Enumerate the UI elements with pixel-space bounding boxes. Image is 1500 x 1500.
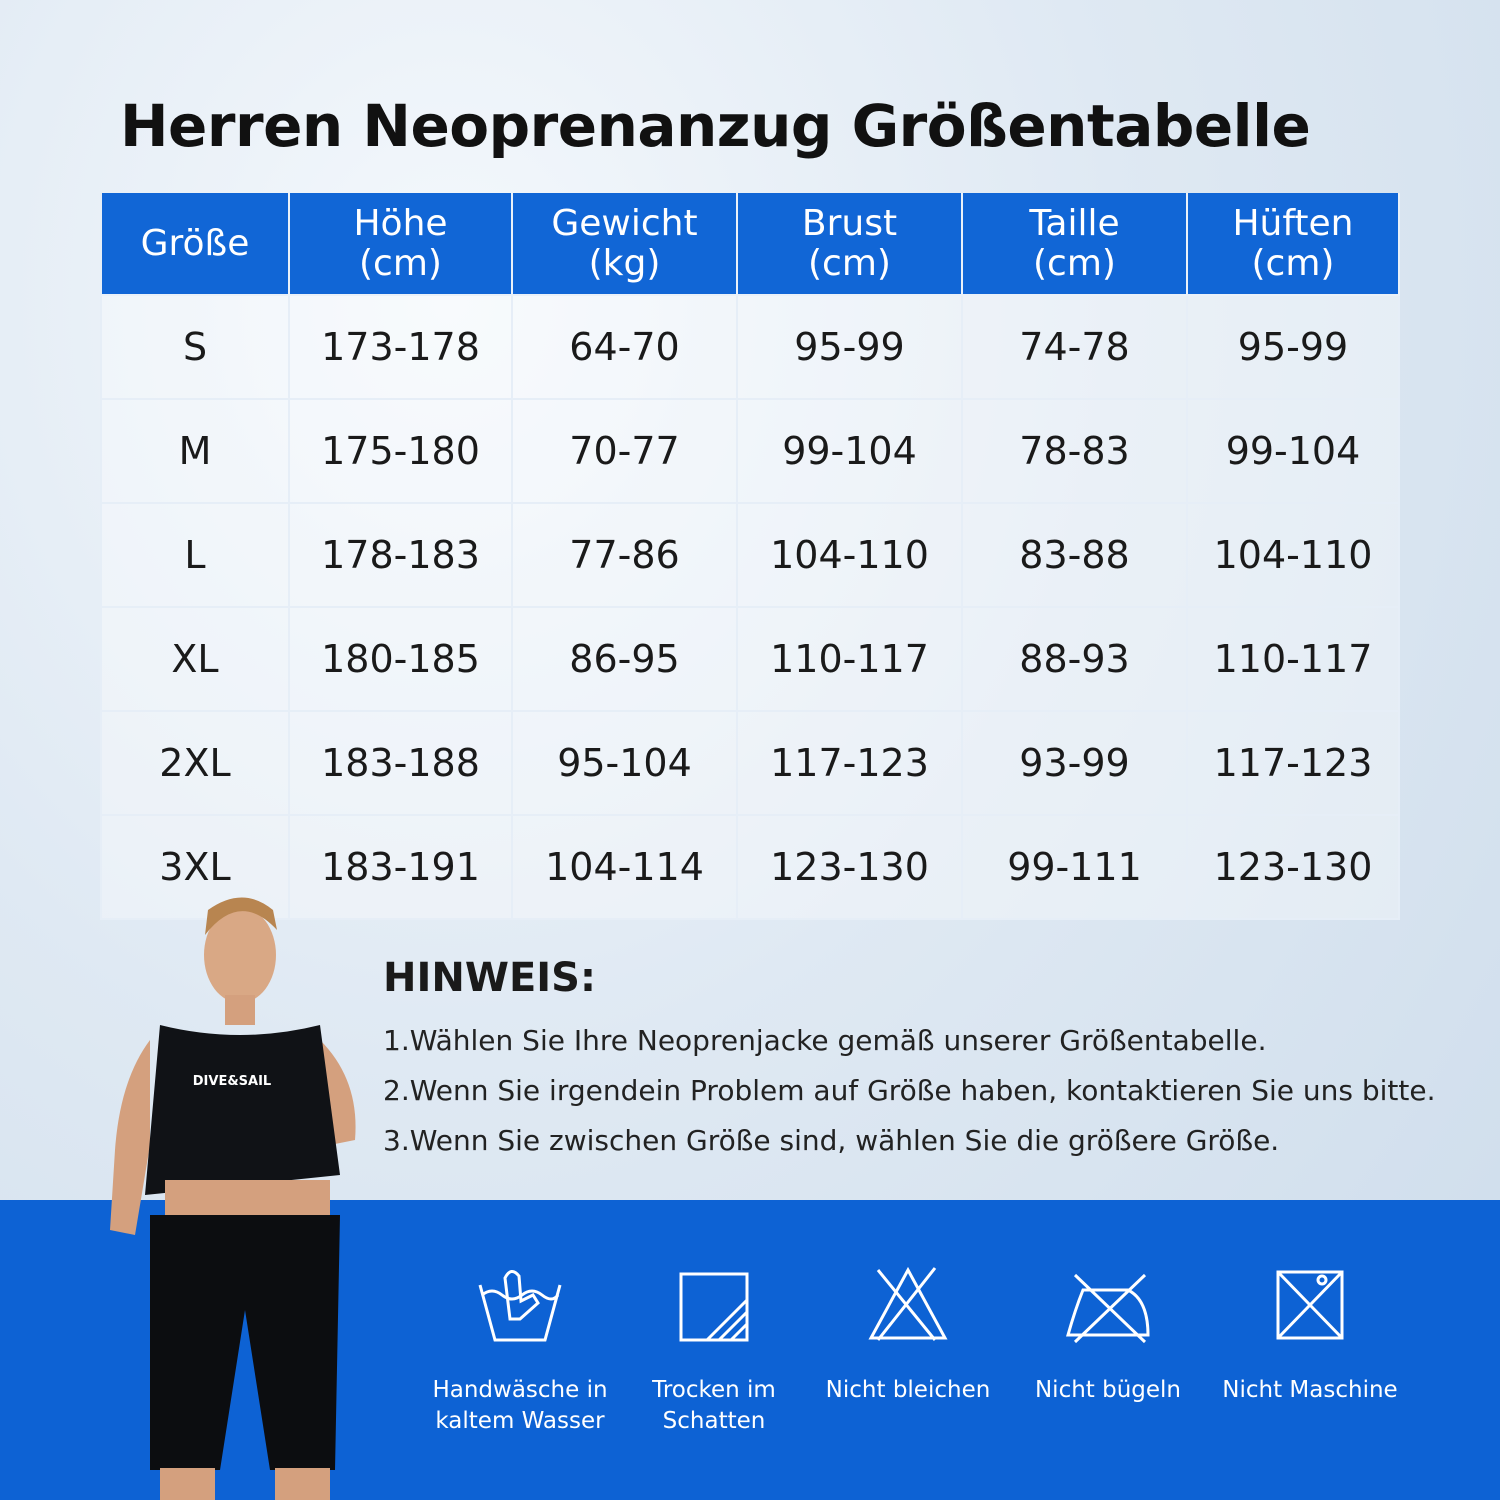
title: Herren Neoprenanzug Größentabelle <box>120 92 1311 160</box>
table-cell: 95-99 <box>1188 296 1400 400</box>
icon-handwash <box>478 1270 562 1342</box>
vest <box>145 1025 340 1195</box>
table-cell: 178-183 <box>290 504 513 608</box>
notes: HINWEIS: 1.Wählen Sie Ihre Neoprenjacke … <box>383 955 1436 1173</box>
table-cell: 110-117 <box>1188 608 1400 712</box>
header-cell: Brust (cm) <box>738 193 963 296</box>
table-cell: 93-99 <box>963 712 1188 816</box>
head <box>204 907 276 1003</box>
header-cell: Gewicht (kg) <box>513 193 738 296</box>
table-cell: 74-78 <box>963 296 1188 400</box>
table-cell: 99-104 <box>1188 400 1400 504</box>
neck <box>225 995 255 1025</box>
table-cell: 2XL <box>100 712 290 816</box>
table-cell: 77-86 <box>513 504 738 608</box>
note-item: 2.Wenn Sie irgendein Problem auf Größe h… <box>383 1074 1436 1107</box>
table-row: 2XL 183-188 95-104 117-123 93-99 117-123 <box>100 712 1400 816</box>
table-cell: S <box>100 296 290 400</box>
table-cell: 110-117 <box>738 608 963 712</box>
table-cell: 83-88 <box>963 504 1188 608</box>
table-row: S 173-178 64-70 95-99 74-78 95-99 <box>100 296 1400 400</box>
shorts <box>150 1215 340 1470</box>
table-cell: 95-104 <box>513 712 738 816</box>
table-cell: 183-188 <box>290 712 513 816</box>
table-cell: 180-185 <box>290 608 513 712</box>
table-cell: 117-123 <box>738 712 963 816</box>
table-cell: 88-93 <box>963 608 1188 712</box>
table-cell: 175-180 <box>290 400 513 504</box>
notes-heading: HINWEIS: <box>383 955 596 1001</box>
table-cell: 183-191 <box>290 816 513 920</box>
icon-no-bleach <box>868 1266 948 1341</box>
table-cell: 70-77 <box>513 400 738 504</box>
table-cell: 123-130 <box>1188 816 1400 920</box>
arm-left <box>110 1040 150 1235</box>
leg-right <box>275 1468 330 1500</box>
table-cell: 95-99 <box>738 296 963 400</box>
table-row: M 175-180 70-77 99-104 78-83 99-104 <box>100 400 1400 504</box>
care-label: Nicht Maschine <box>1222 1377 1398 1403</box>
table-cell: L <box>100 504 290 608</box>
leg-left <box>160 1468 215 1500</box>
table-row: 3XL 183-191 104-114 123-130 99-111 123-130 <box>100 816 1400 920</box>
icon-dry-shade <box>679 1272 749 1342</box>
table-row: L 178-183 77-86 104-110 83-88 104-110 <box>100 504 1400 608</box>
table-cell: M <box>100 400 290 504</box>
header-cell: Hüften (cm) <box>1188 193 1400 296</box>
care-label: Nicht bügeln <box>1034 1377 1182 1403</box>
table-cell: 64-70 <box>513 296 738 400</box>
brand-logo: DIVE&SAIL <box>193 1074 271 1089</box>
header-cell: Taille (cm) <box>963 193 1188 296</box>
hair <box>205 897 277 935</box>
table-cell: 99-104 <box>738 400 963 504</box>
care-label: Handwäsche in kaltem Wasser <box>432 1377 608 1434</box>
table-cell: 104-110 <box>1188 504 1400 608</box>
table-cell: 86-95 <box>513 608 738 712</box>
table-cell: 104-114 <box>513 816 738 920</box>
header-cell: Höhe (cm) <box>290 193 513 296</box>
table-cell: 104-110 <box>738 504 963 608</box>
header-row: Größe Höhe (cm) Gewicht (kg) Brust (cm) Tail… <box>100 193 1400 296</box>
table-cell: 117-123 <box>1188 712 1400 816</box>
table-cell: 99-111 <box>963 816 1188 920</box>
table-cell: 173-178 <box>290 296 513 400</box>
header-cell: Größe <box>100 193 290 296</box>
note-item: 3.Wenn Sie zwischen Größe sind, wählen S… <box>383 1124 1280 1157</box>
table-cell: 123-130 <box>738 816 963 920</box>
table-cell: XL <box>100 608 290 712</box>
care-label: Nicht bleichen <box>825 1377 991 1403</box>
care-label: Trocken im Schatten <box>652 1377 776 1434</box>
torso <box>165 1180 330 1220</box>
icon-no-machine <box>1276 1270 1344 1340</box>
size-table: Größe Höhe (cm) Gewicht (kg) Brust (cm) Tail… <box>100 193 1400 920</box>
table-row: XL 180-185 86-95 110-117 88-93 110-117 <box>100 608 1400 712</box>
table-cell: 78-83 <box>963 400 1188 504</box>
icon-no-iron <box>1066 1273 1150 1344</box>
note-item: 1.Wählen Sie Ihre Neoprenjacke gemäß uns… <box>383 1024 1267 1057</box>
